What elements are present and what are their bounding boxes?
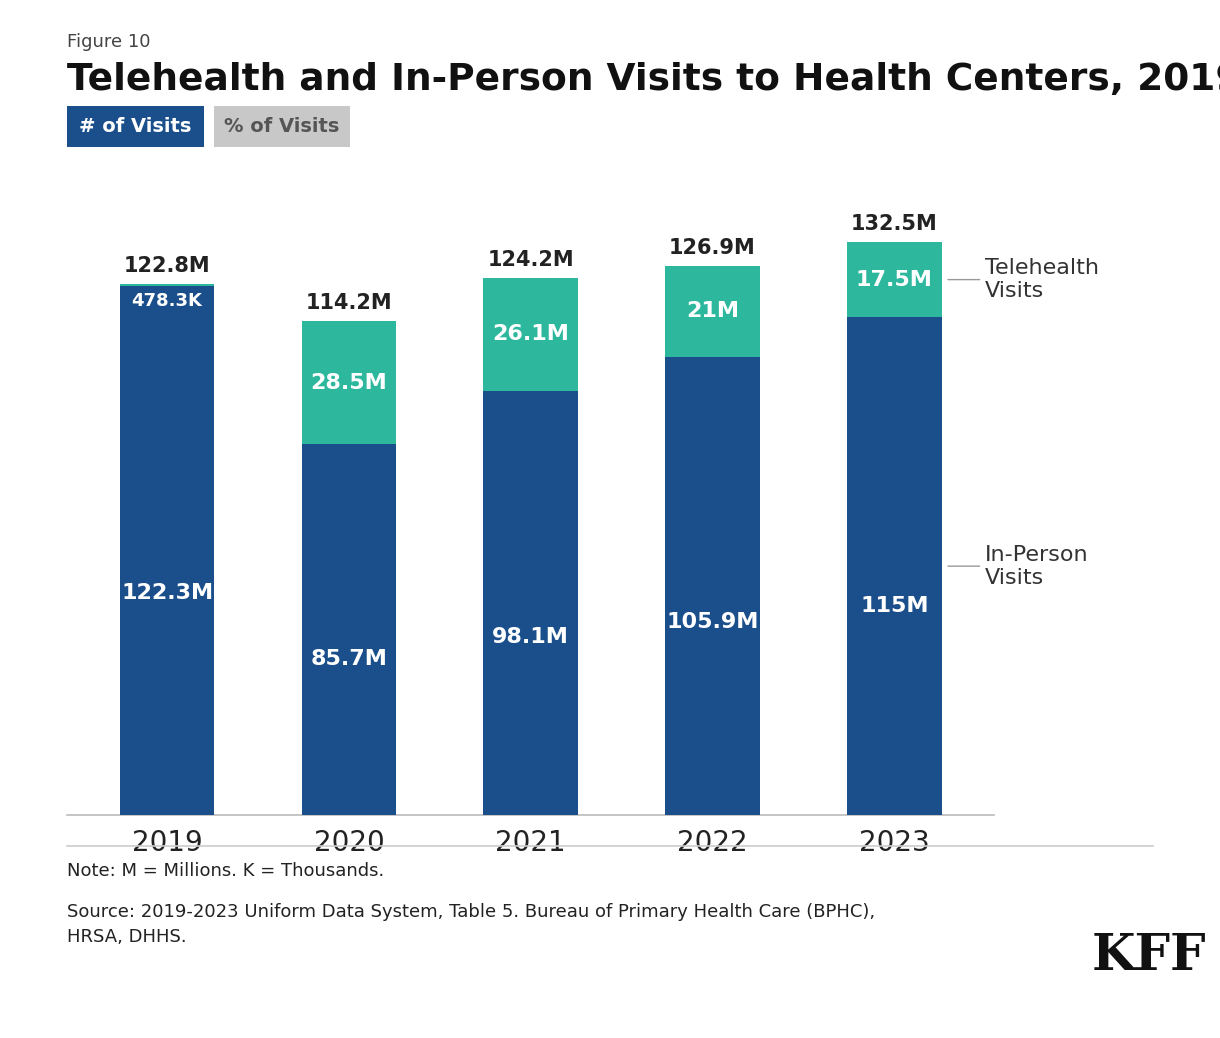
Text: 478.3K: 478.3K <box>132 292 203 310</box>
Text: Telehealth and In-Person Visits to Health Centers, 2019-2023: Telehealth and In-Person Visits to Healt… <box>67 62 1220 99</box>
Text: Figure 10: Figure 10 <box>67 33 150 51</box>
Text: 105.9M: 105.9M <box>666 612 759 632</box>
Text: 17.5M: 17.5M <box>856 270 933 290</box>
Text: # of Visits: # of Visits <box>79 117 192 136</box>
Text: In-Person
Visits: In-Person Visits <box>948 545 1088 588</box>
Bar <box>847 242 942 318</box>
Text: Note: M = Millions. K = Thousands.: Note: M = Millions. K = Thousands. <box>67 862 384 879</box>
Text: 114.2M: 114.2M <box>305 293 392 313</box>
Bar <box>847 318 942 815</box>
Bar <box>483 277 578 390</box>
Text: 115M: 115M <box>860 596 928 616</box>
Text: Telehealth
Visits: Telehealth Visits <box>948 258 1099 301</box>
Bar <box>120 285 215 815</box>
Text: 132.5M: 132.5M <box>850 214 938 234</box>
Bar <box>483 390 578 815</box>
Bar <box>301 444 396 815</box>
Text: Source: 2019-2023 Uniform Data System, Table 5. Bureau of Primary Health Care (B: Source: 2019-2023 Uniform Data System, T… <box>67 903 875 946</box>
Text: 85.7M: 85.7M <box>310 649 387 670</box>
Text: 126.9M: 126.9M <box>669 238 756 258</box>
Text: 21M: 21M <box>686 301 739 322</box>
Bar <box>120 283 215 285</box>
Text: KFF: KFF <box>1092 932 1207 981</box>
Text: % of Visits: % of Visits <box>224 117 339 136</box>
Bar <box>665 266 760 357</box>
Bar <box>301 321 396 444</box>
Text: 122.3M: 122.3M <box>121 582 214 603</box>
Text: 28.5M: 28.5M <box>311 373 387 392</box>
Bar <box>665 357 760 815</box>
Text: 124.2M: 124.2M <box>487 250 575 270</box>
Text: 122.8M: 122.8M <box>123 256 210 276</box>
Text: 26.1M: 26.1M <box>492 324 570 345</box>
Text: 98.1M: 98.1M <box>492 627 570 647</box>
